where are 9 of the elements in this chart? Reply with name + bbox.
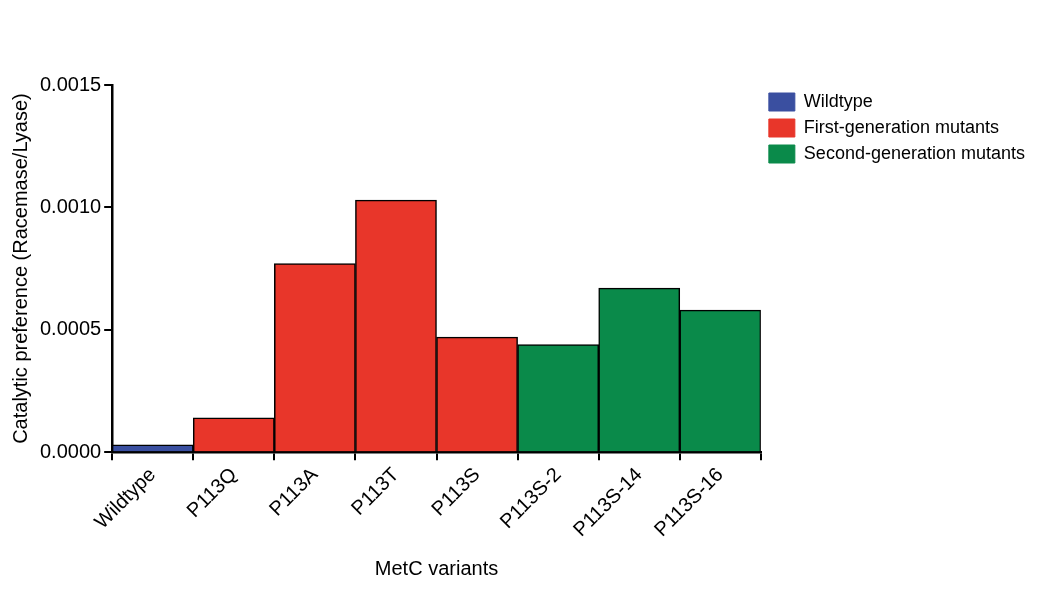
x-axis-title: MetC variants <box>374 556 499 579</box>
y-axis-title: Catalytic preference (Racemase/Lyase) <box>8 93 31 444</box>
y-tick-label: 0.0005 <box>40 317 102 340</box>
y-tick-label: 0.0010 <box>40 194 102 217</box>
y-tick-label: 0.0000 <box>40 439 102 462</box>
legend-label: Second-generation mutants <box>803 142 1026 163</box>
legend-label: First-generation mutants <box>803 116 999 137</box>
legend-label: Wildtype <box>803 90 873 111</box>
y-tick-label: 0.0015 <box>40 72 102 95</box>
